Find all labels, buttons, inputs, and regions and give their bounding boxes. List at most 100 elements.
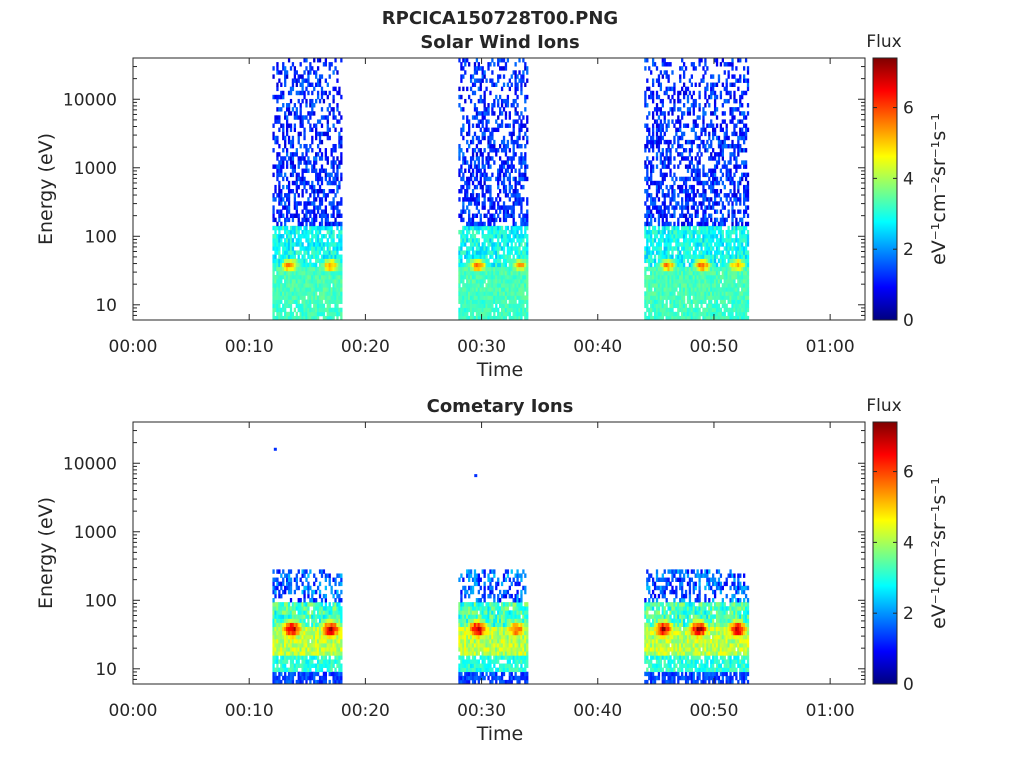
heatmap-cell [282,258,285,264]
heatmap-cell [280,156,283,161]
heatmap-cell [663,131,666,137]
heatmap-cell [307,242,310,247]
heatmap-cell [320,201,324,206]
heatmap-cell [508,234,511,239]
heatmap-cell [334,217,337,223]
heatmap-cell [677,193,680,198]
heatmap-cell [305,168,308,173]
heatmap-cell [318,295,322,300]
heatmap-cell [272,197,275,202]
heatmap-cell [669,148,672,153]
heatmap-cell [684,303,688,309]
heatmap-cell [278,307,281,313]
heatmap-cell [307,311,310,317]
heatmap-cell [663,160,666,165]
heatmap-cell [295,291,298,296]
heatmap-cell [646,172,649,178]
heatmap-cell [289,111,293,116]
heatmap-cell [315,307,318,313]
heatmap-cell [702,74,705,79]
heatmap-cell [316,90,320,96]
heatmap-cell [285,176,289,182]
heatmap-cell [309,242,312,247]
heatmap-cell [667,205,670,210]
heatmap-cell [295,225,298,231]
heatmap-cell [340,279,343,284]
heatmap-cell [299,115,302,120]
heatmap-cell [293,283,297,288]
heatmap-cell [309,254,312,259]
heatmap-cell [508,123,511,128]
heatmap-cell [686,168,690,173]
heatmap-cell [653,197,657,202]
heatmap-cell [489,176,492,182]
heatmap-cell [673,209,676,214]
heatmap-cell [284,287,287,292]
heatmap-cell [651,98,655,104]
heatmap-cell [706,148,709,153]
heatmap-cell [307,287,310,292]
heatmap-cell [332,70,335,75]
heatmap-cell [512,143,515,149]
heatmap-cell [307,160,310,165]
heatmap-cell [744,311,748,317]
heatmap-cell [299,246,302,251]
heatmap-cell [746,242,750,247]
heatmap-cell [303,160,306,165]
heatmap-cell [741,176,744,182]
heatmap-cell [320,74,324,79]
heatmap-cell [320,156,324,161]
heatmap-cell [303,283,306,288]
heatmap-cell [315,176,318,182]
heatmap-cell [518,70,521,75]
heatmap-cell [289,213,293,218]
heatmap-cell [287,311,291,317]
heatmap-cell [502,107,506,112]
heatmap-cell [504,115,508,120]
heatmap-cell [340,266,343,272]
heatmap-cell [301,152,304,157]
heatmap-cell [681,152,684,157]
heatmap-cell [673,98,676,104]
heatmap-cell [665,184,668,190]
heatmap-cell [510,242,513,247]
heatmap-cell [663,197,666,202]
heatmap-cell [315,131,318,137]
heatmap-cell [280,315,283,321]
heatmap-cell [320,189,324,194]
heatmap-cell [284,307,287,313]
heatmap-cell [497,148,500,153]
heatmap-cell [661,127,664,133]
heatmap-cell [746,307,750,313]
heatmap-cell [316,172,320,178]
heatmap-cell [744,123,748,128]
heatmap-cell [318,225,322,231]
heatmap-cell [280,160,283,165]
heatmap-cell [303,168,306,173]
heatmap-cell [671,254,674,259]
heatmap-cell [725,123,728,128]
heatmap-cells [272,58,750,321]
heatmap-cell [291,279,295,284]
heatmap-cell [291,238,295,243]
heatmap-cell [340,258,343,264]
heatmap-cell [280,193,283,198]
heatmap-cell [667,143,670,149]
heatmap-cell [723,205,726,210]
heatmap-cell [746,283,750,288]
heatmap-cell [307,209,310,214]
heatmap-cell [690,82,693,87]
heatmap-cell [646,197,649,202]
heatmap-cell [679,160,682,165]
heatmap-cell [278,274,281,280]
heatmap-cell [291,311,295,317]
heatmap-cell [291,143,295,149]
heatmap-cell [291,107,295,112]
heatmap-cell [313,164,316,169]
y-tick-label: 10 [95,296,117,316]
heatmap-cell [303,291,306,296]
heatmap-cell [669,152,672,157]
heatmap-cell [285,295,289,300]
heatmap-cell [313,295,316,300]
heatmap-cell [741,221,744,227]
